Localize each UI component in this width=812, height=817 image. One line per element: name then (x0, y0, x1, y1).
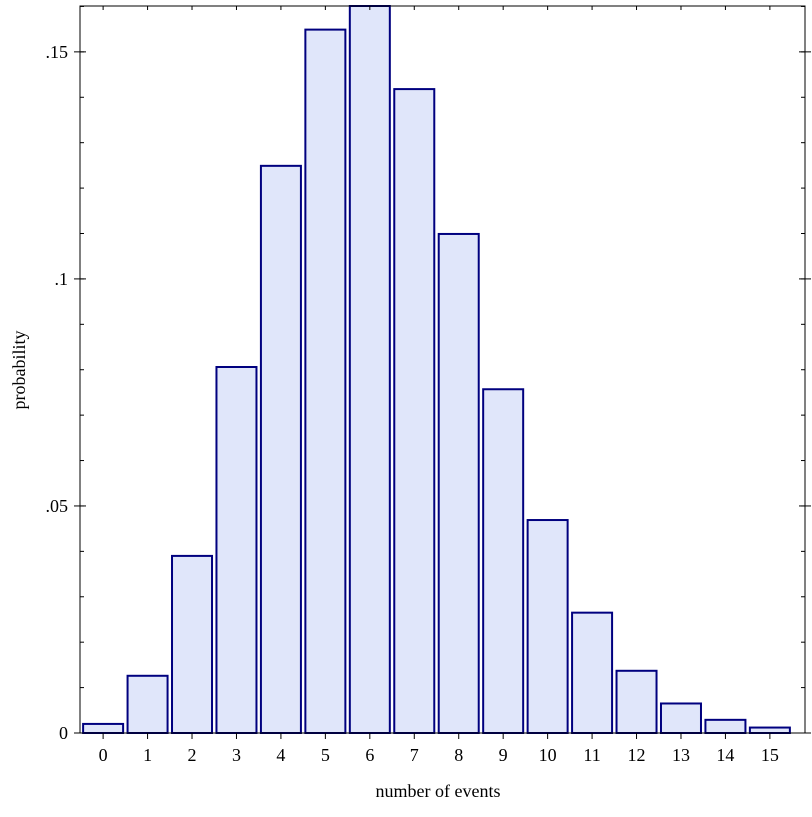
x-axis-label: number of events (376, 781, 501, 801)
bar-9 (482, 388, 525, 734)
x-tick-label: 6 (365, 745, 374, 765)
x-tick-label: 2 (188, 745, 197, 765)
bar-6 (348, 5, 391, 734)
y-axis-label: probability (9, 331, 29, 410)
x-tick-label: 3 (232, 745, 241, 765)
x-tick-label: 14 (716, 745, 734, 765)
x-tick-label: 0 (99, 745, 108, 765)
bar-8 (437, 232, 480, 735)
x-tick-label: 13 (672, 745, 690, 765)
bar-15 (748, 726, 791, 734)
bar-11 (571, 611, 614, 734)
x-tick-label: 8 (454, 745, 463, 765)
bar-3 (215, 366, 258, 734)
y-tick-label: 0 (59, 723, 68, 743)
y-tick-label: .1 (55, 269, 69, 289)
bar-2 (171, 554, 214, 734)
x-tick-label: 1 (143, 745, 152, 765)
x-tick-label: 10 (539, 745, 557, 765)
x-tick-label: 11 (583, 745, 600, 765)
bar-1 (126, 674, 169, 734)
bar-7 (393, 88, 436, 734)
x-tick-label: 4 (276, 745, 285, 765)
bar-4 (259, 164, 302, 735)
bar-0 (82, 722, 125, 734)
x-tick-label: 15 (761, 745, 779, 765)
bar-14 (704, 718, 747, 735)
axes: 0 1 2 3 4 5 6 7 8 9 10 11 12 13 14 150.05.1.15 (46, 5, 811, 765)
bar-5 (304, 28, 347, 735)
bar-13 (659, 702, 702, 734)
bar-12 (615, 669, 658, 734)
x-tick-label: 9 (499, 745, 508, 765)
bar-10 (526, 519, 569, 735)
x-tick-label: 5 (321, 745, 330, 765)
bars (82, 5, 791, 735)
y-tick-label: .05 (46, 496, 69, 516)
y-tick-label: .15 (46, 42, 69, 62)
x-tick-label: 12 (628, 745, 646, 765)
x-tick-label: 7 (410, 745, 419, 765)
